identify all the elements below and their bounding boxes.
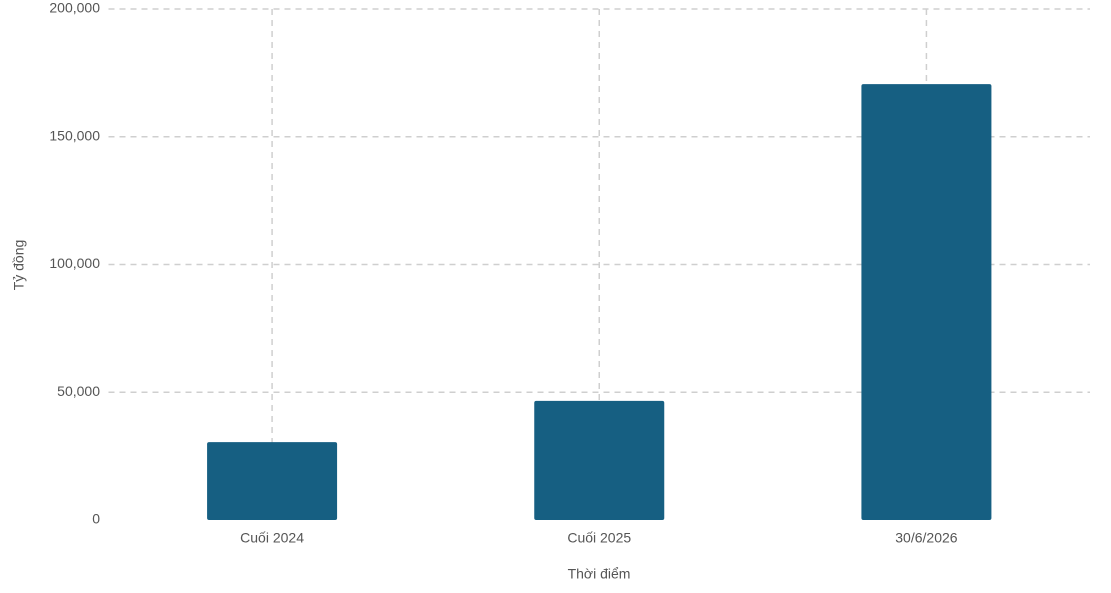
y-tick-label: 150,000 [49, 127, 100, 143]
y-axis-label: Tỷ đồng [11, 240, 27, 291]
y-tick-label: 100,000 [49, 255, 100, 271]
bar [861, 84, 992, 520]
x-tick-label: Cuối 2024 [240, 530, 304, 546]
y-tick-label: 50,000 [57, 383, 100, 399]
bar [534, 400, 665, 520]
x-tick-label: 30/6/2026 [895, 530, 957, 546]
x-tick-label: Cuối 2025 [567, 530, 631, 546]
x-axis-label: Thời điểm [568, 566, 631, 582]
y-tick-label: 0 [92, 511, 100, 527]
bar [207, 442, 338, 520]
y-tick-label: 200,000 [49, 0, 100, 16]
